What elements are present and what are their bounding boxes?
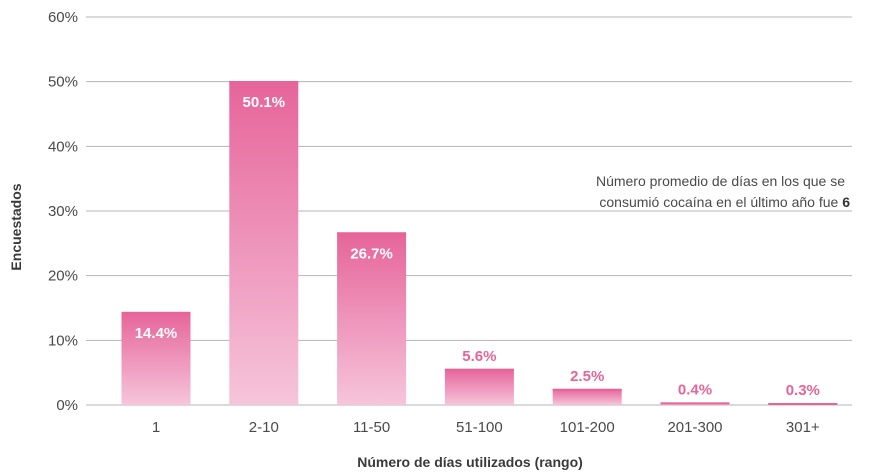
x-tick-label: 301+ [786,419,820,436]
data-label: 0.3% [786,382,820,399]
bar-top-edge [768,403,838,405]
annotation: Número promedio de días en los que se co… [596,173,850,210]
bar-top-edge [337,232,407,235]
x-tick-label: 51-100 [456,419,503,436]
x-axis-ticks: 1 2-10 11-50 51-100 101-200 201-300 301+ [152,419,820,436]
data-label: 50.1% [243,94,286,111]
bar-top-edge [444,368,514,371]
x-tick-label: 11-50 [353,419,390,436]
bar-11-50 [337,232,407,405]
y-tick-label: 50% [48,74,78,91]
annotation-line-2-text: consumió cocaína en el último año fue [599,194,842,210]
bar-top-edge [121,311,191,314]
bar-top-edge [552,388,622,391]
bar-top-edge [660,402,730,405]
bars: 14.4% 50.1% 26.7% 5.6% 2.5% 0.4% 0.3% [121,81,838,406]
x-tick-label: 1 [152,419,160,436]
bar-top-edge [229,81,299,84]
data-label: 14.4% [135,325,178,342]
y-tick-label: 20% [48,268,78,285]
data-label: 0.4% [678,381,712,398]
annotation-average-value: 6 [842,194,850,210]
y-tick-label: 30% [48,203,78,220]
x-axis-title: Número de días utilizados (rango) [357,454,583,470]
y-tick-label: 60% [48,9,78,26]
bar-101-200 [552,388,622,405]
gridlines [86,16,852,406]
bar-1 [121,311,191,405]
y-axis-ticks: 0% 10% 20% 30% 40% 50% 60% [48,9,78,414]
data-label: 5.6% [462,348,496,365]
data-label: 2.5% [570,368,604,385]
y-tick-label: 10% [48,332,78,349]
y-axis-title: Encuestados [8,183,24,270]
y-tick-label: 0% [56,397,78,414]
annotation-line-2: consumió cocaína en el último año fue 6 [599,194,850,210]
x-tick-label: 2-10 [249,419,279,436]
data-label: 26.7% [350,245,393,262]
y-tick-label: 40% [48,138,78,155]
bar-2-10 [229,81,299,406]
bar-51-100 [444,368,514,405]
annotation-line-1: Número promedio de días en los que se [596,173,845,189]
x-tick-label: 101-200 [560,419,615,436]
x-tick-label: 201-300 [667,419,722,436]
